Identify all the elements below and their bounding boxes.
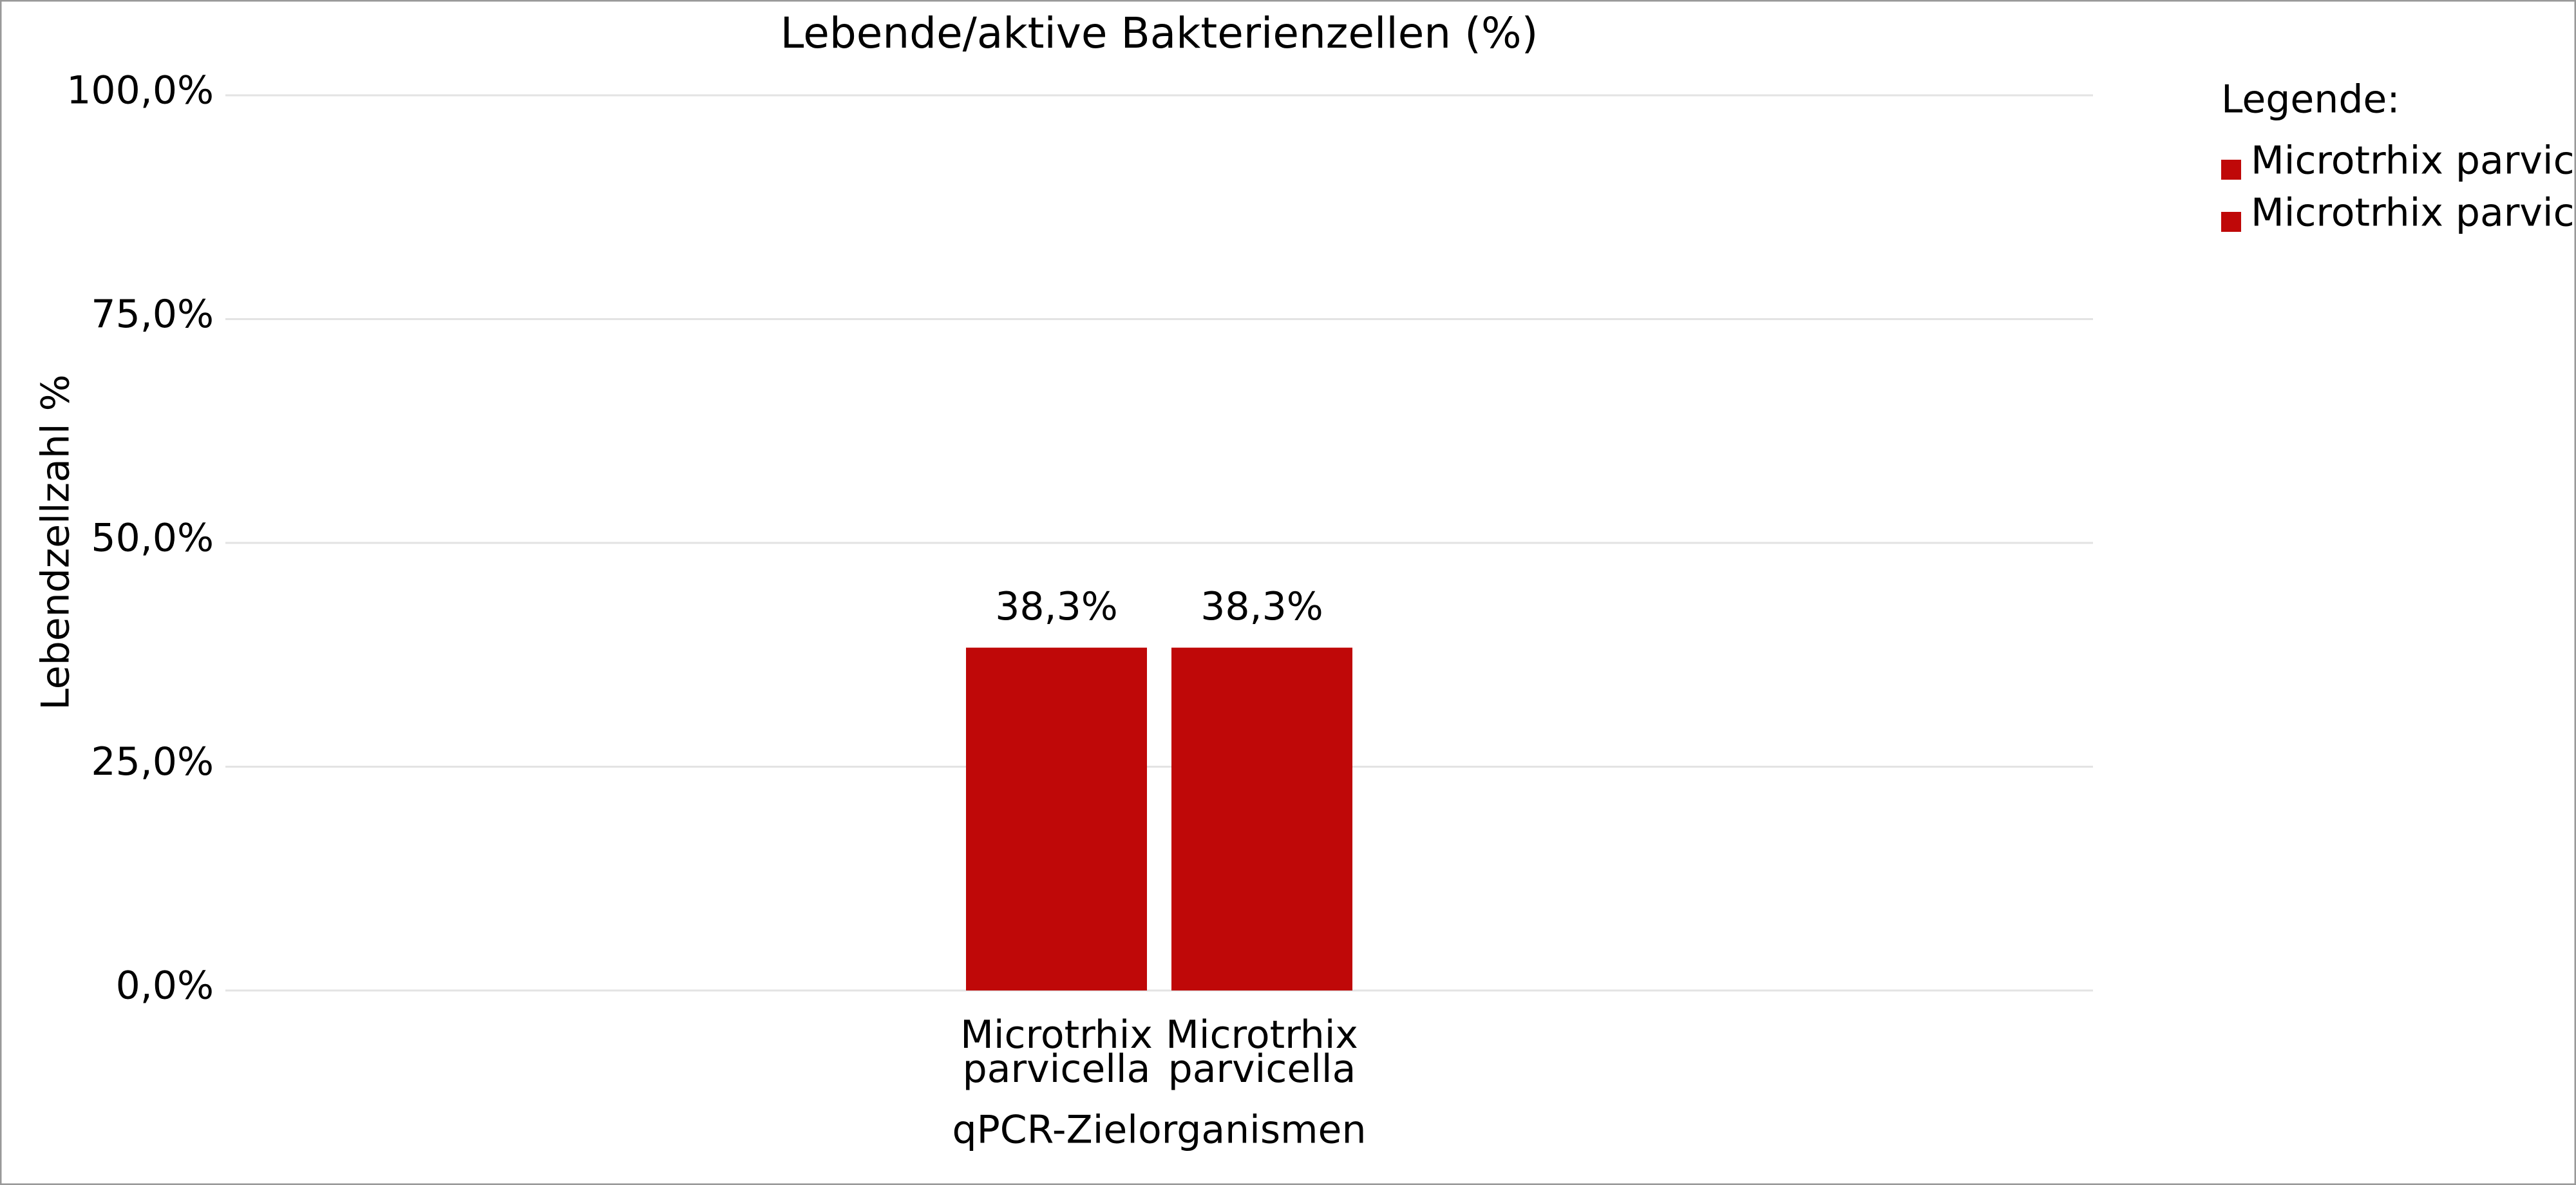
legend-label: Microtrhix parvicella — [2251, 138, 2576, 184]
legend-swatch — [2221, 160, 2241, 180]
chart-title: Lebende/aktive Bakterienzellen (%) — [781, 8, 1539, 58]
x-tick-label: Microtrhix parvicella — [960, 1012, 1153, 1092]
y-tick-label: 0,0% — [116, 963, 214, 1009]
legend-label: Microtrhix parvicella — [2251, 191, 2576, 236]
x-tick-label: Microtrhix parvicella — [1166, 1012, 1358, 1092]
x-axis-title: qPCR-Zielorganismen — [952, 1108, 1367, 1153]
value-label: 38,3% — [995, 584, 1118, 629]
y-tick-label: 25,0% — [91, 739, 214, 784]
y-tick-label: 100,0% — [66, 68, 214, 113]
y-axis-title: Lebendzellzahl % — [33, 374, 79, 710]
legend-title: Legende: — [2221, 77, 2400, 122]
bar — [1171, 647, 1352, 991]
y-tick-label: 75,0% — [91, 292, 214, 337]
bar — [966, 647, 1147, 991]
y-tick-label: 50,0% — [91, 516, 214, 561]
value-label: 38,3% — [1200, 584, 1323, 629]
legend-swatch — [2221, 212, 2241, 232]
